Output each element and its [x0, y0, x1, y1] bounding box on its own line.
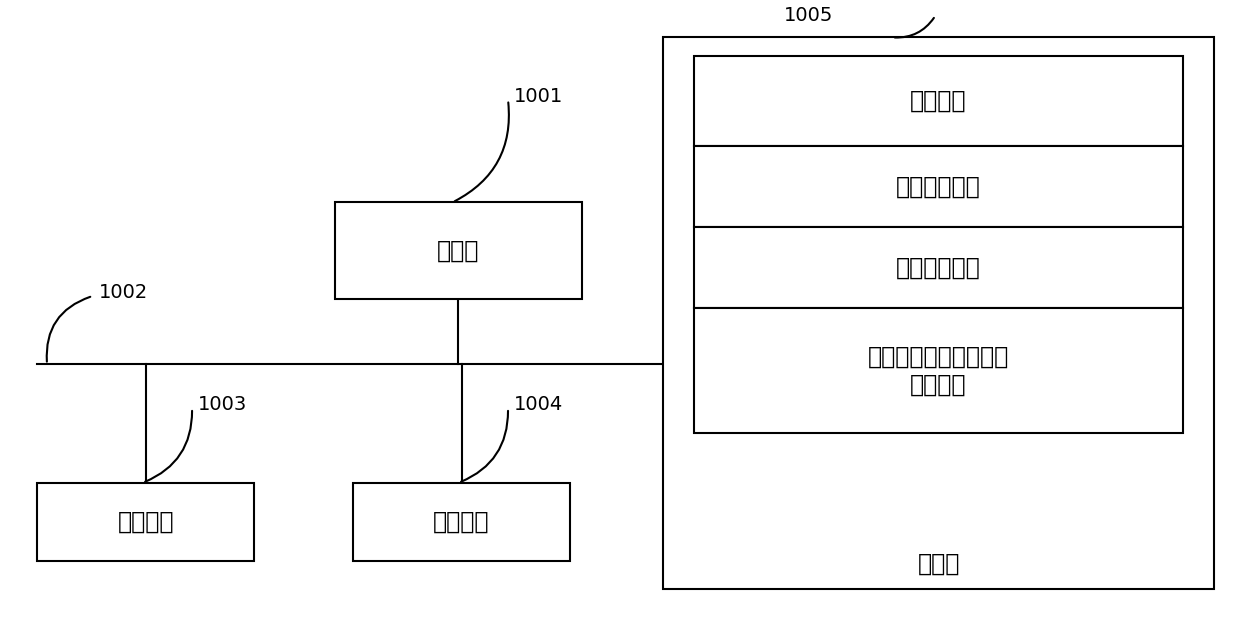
Bar — [353, 483, 570, 561]
Text: 1004: 1004 — [514, 396, 564, 414]
Text: 操作系统: 操作系统 — [911, 89, 966, 113]
Bar — [663, 37, 1214, 589]
Text: 存储器: 存储器 — [917, 552, 960, 576]
Bar — [694, 146, 1183, 227]
Bar — [37, 483, 254, 561]
Text: 网络通信模块: 网络通信模块 — [896, 175, 981, 199]
Text: 1005: 1005 — [784, 6, 834, 25]
Bar — [335, 202, 582, 299]
Bar — [694, 227, 1183, 308]
Text: 1002: 1002 — [99, 283, 149, 302]
Bar — [694, 308, 1183, 433]
Text: 1001: 1001 — [514, 87, 564, 106]
Text: 处理器: 处理器 — [437, 239, 479, 263]
Bar — [694, 56, 1183, 146]
Text: 网络接口: 网络接口 — [434, 510, 489, 534]
Text: 用户接口: 用户接口 — [118, 510, 173, 534]
Text: 用户接口模块: 用户接口模块 — [896, 256, 981, 280]
Text: 1003: 1003 — [198, 396, 248, 414]
Text: 基于空调器的涡环运动
控制程序: 基于空调器的涡环运动 控制程序 — [867, 345, 1010, 397]
